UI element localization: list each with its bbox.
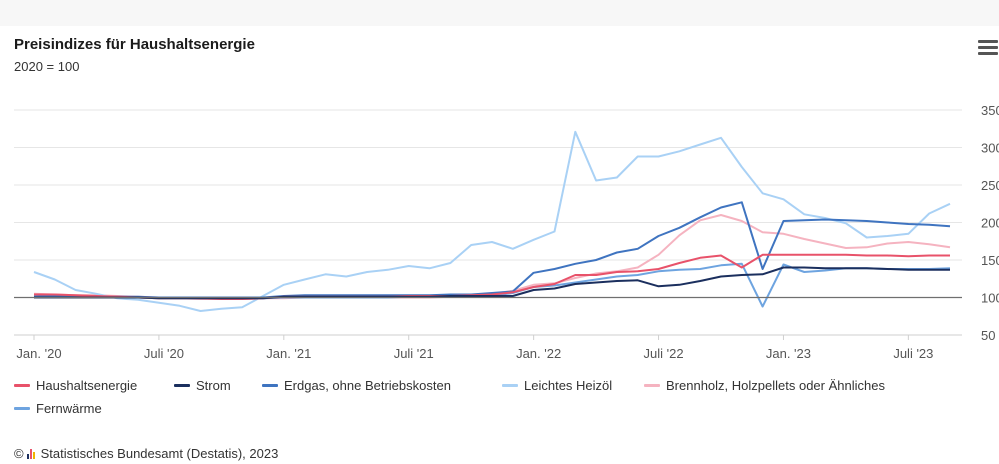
y-tick-label: 250	[981, 178, 999, 193]
x-tick-label: Jan. '23	[766, 346, 811, 361]
line-chart: 50 100 150 200 250 300 350 Jan. '20 Juli '20 Jan.…	[14, 103, 999, 361]
legend-label: Fernwärme	[36, 401, 102, 416]
y-tick-label: 150	[981, 253, 999, 268]
x-tick-label: Jan. '21	[266, 346, 311, 361]
legend-swatch	[262, 384, 278, 387]
legend-label: Leichtes Heizöl	[524, 378, 613, 393]
x-tick-label: Juli '20	[144, 346, 184, 361]
legend-swatch	[14, 384, 30, 387]
chart-subtitle: 2020 = 100	[14, 59, 80, 74]
legend-swatch	[174, 384, 190, 387]
legend-item[interactable]: Brennholz, Holzpellets oder Ähnliches	[644, 378, 885, 393]
destatis-logo-icon	[26, 448, 36, 459]
y-tick-label: 50	[981, 328, 995, 343]
hamburger-menu-icon[interactable]	[978, 40, 998, 56]
legend-swatch	[502, 384, 518, 387]
x-tick-label: Jan. '20	[16, 346, 61, 361]
legend-item[interactable]: Erdgas, ohne Betriebskosten	[262, 378, 451, 393]
y-tick-label: 100	[981, 291, 999, 306]
legend-label: Haushaltsenergie	[36, 378, 138, 393]
legend-swatch	[14, 407, 30, 410]
chart-title: Preisindizes für Haushaltsenergie	[14, 36, 255, 53]
x-tick-label: Juli '22	[644, 346, 684, 361]
legend-item[interactable]: Haushaltsenergie	[14, 378, 137, 393]
series-line-1	[34, 266, 950, 300]
x-tick-label: Jan. '22	[516, 346, 561, 361]
legend-item[interactable]: Leichtes Heizöl	[502, 378, 612, 393]
footer-source: Statistisches Bundesamt (Destatis), 2023	[40, 446, 279, 461]
copyright-symbol: ©	[14, 446, 24, 461]
legend-label: Erdgas, ohne Betriebskosten	[284, 378, 451, 393]
top-strip	[0, 0, 999, 26]
x-tick-label: Juli '21	[394, 346, 434, 361]
footer: © Statistisches Bundesamt (Destatis), 20…	[14, 446, 278, 461]
legend-swatch	[644, 384, 660, 387]
y-tick-label: 300	[981, 141, 999, 156]
series-line-4	[33, 214, 951, 300]
legend-label: Strom	[196, 378, 231, 393]
y-tick-label: 350	[981, 103, 999, 118]
series-line-5	[34, 262, 951, 308]
legend-item[interactable]: Strom	[174, 378, 231, 393]
x-tick-label: Juli '23	[893, 346, 933, 361]
legend-item[interactable]: Fernwärme	[14, 401, 102, 416]
y-tick-label: 200	[981, 216, 999, 231]
legend-label: Brennholz, Holzpellets oder Ähnliches	[666, 378, 885, 393]
series-line-3	[33, 130, 951, 312]
